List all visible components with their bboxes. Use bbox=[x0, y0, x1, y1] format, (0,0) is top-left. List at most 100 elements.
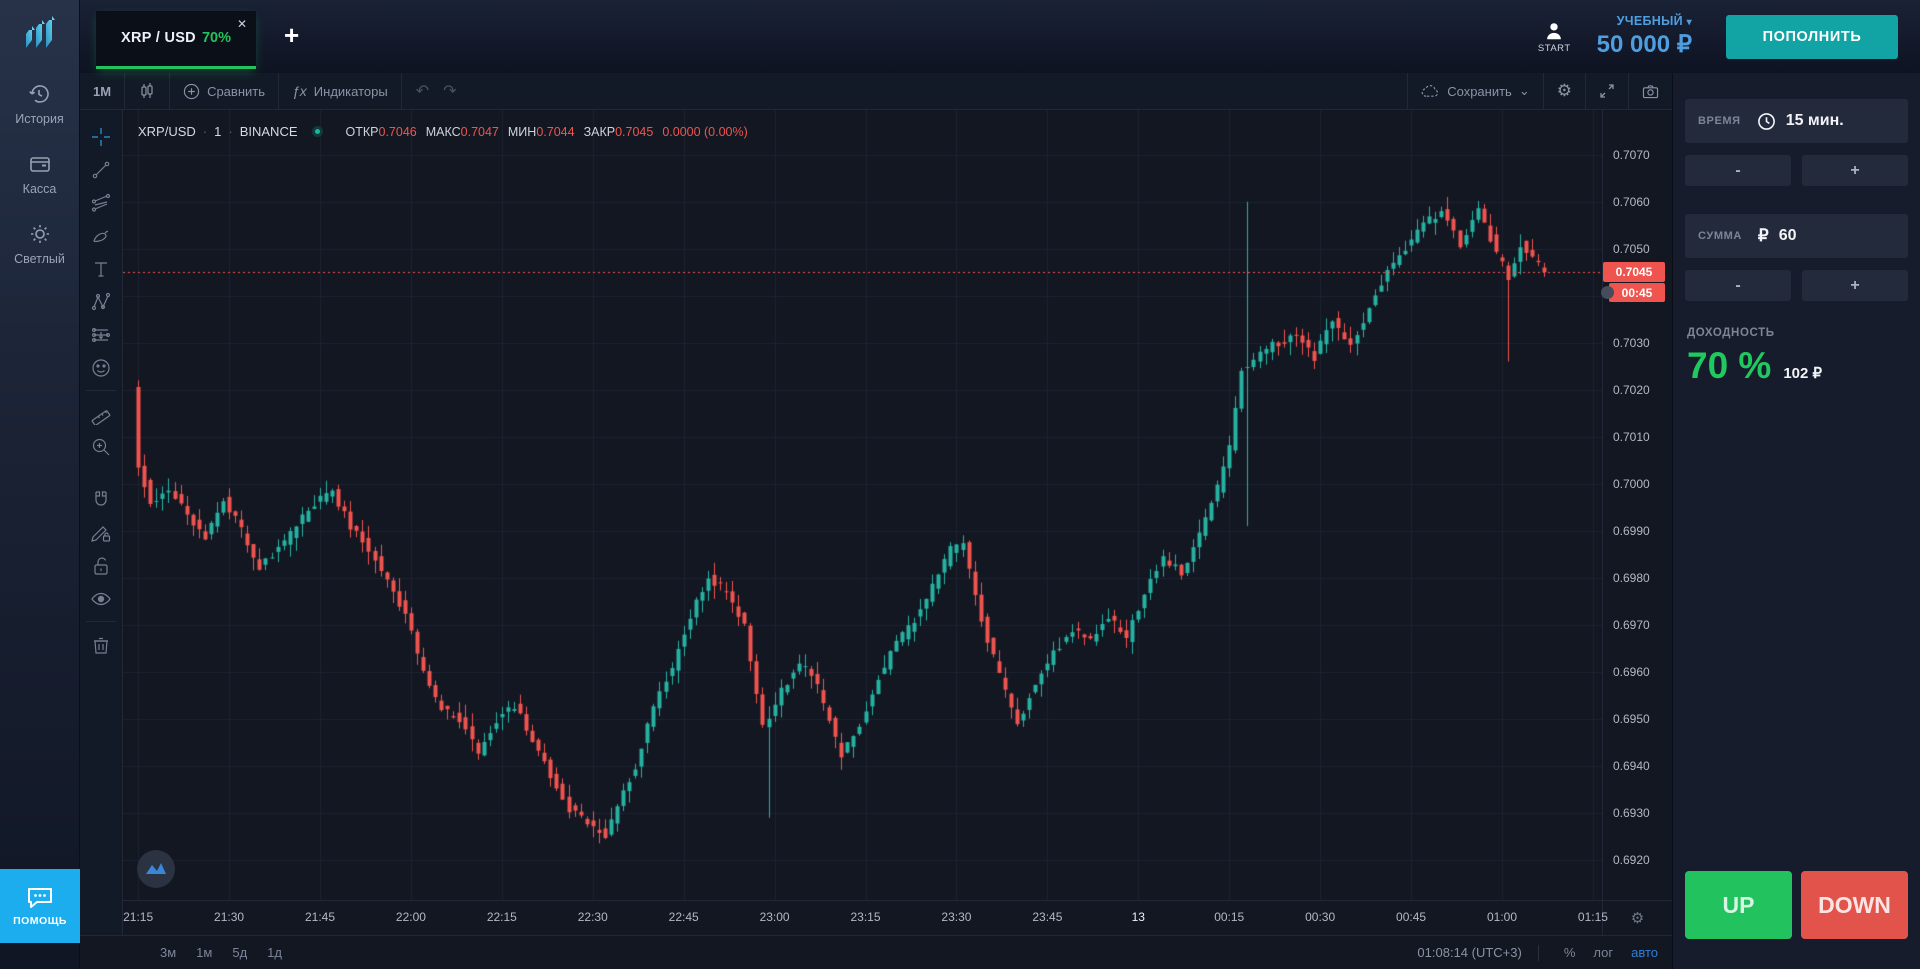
low-label: МИН bbox=[507, 124, 537, 139]
measure-tool[interactable] bbox=[86, 397, 116, 430]
indicators-button[interactable]: ƒx Индикаторы bbox=[279, 73, 402, 109]
save-layout-button[interactable]: Сохранить ⌄ bbox=[1407, 73, 1543, 109]
history-icon bbox=[29, 85, 50, 103]
amount-selector[interactable]: СУММА ₽ 60 bbox=[1685, 214, 1908, 258]
crosshair-tool[interactable] bbox=[86, 120, 116, 153]
undo-icon[interactable]: ↶ bbox=[415, 83, 430, 100]
percent-scale-toggle[interactable]: % bbox=[1563, 945, 1576, 960]
payout-label: ДОХОДНОСТЬ bbox=[1687, 327, 1775, 339]
start-button-label: START bbox=[1537, 42, 1571, 54]
main-column: XRP / USD 70% ✕ + START УЧЕБНЫЙ ▾ 50 000… bbox=[80, 0, 1920, 969]
deposit-button[interactable]: ПОПОЛНИТЬ bbox=[1726, 14, 1898, 59]
drawing-mode-lock-tool[interactable] bbox=[86, 516, 116, 549]
chevron-down-icon: ⌄ bbox=[1518, 83, 1530, 98]
topbar: XRP / USD 70% ✕ + START УЧЕБНЫЙ ▾ 50 000… bbox=[80, 0, 1920, 73]
start-button[interactable]: START bbox=[1538, 20, 1571, 54]
sidebar-item-theme[interactable]: Светлый bbox=[14, 222, 65, 266]
chart-settings-button[interactable]: ⚙ bbox=[1542, 73, 1585, 109]
price-axis-label: 0.6920 bbox=[1613, 853, 1650, 868]
redo-icon[interactable]: ↷ bbox=[443, 83, 457, 100]
down-button[interactable]: DOWN bbox=[1801, 871, 1908, 939]
remove-drawings-tool[interactable] bbox=[86, 628, 116, 661]
ruble-icon: ₽ bbox=[1757, 226, 1769, 245]
range-5d[interactable]: 5д bbox=[232, 945, 248, 960]
time-increase-button[interactable]: + bbox=[1802, 155, 1908, 186]
time-axis-label: 22:00 bbox=[395, 910, 426, 924]
server-clock[interactable]: 01:08:14 (UTC+3) bbox=[1417, 945, 1522, 960]
plus-circle-icon bbox=[183, 83, 200, 99]
axis-settings-gear-icon[interactable]: ⚙ bbox=[1630, 910, 1645, 927]
interval-selector[interactable]: 1М bbox=[80, 73, 126, 109]
log-scale-toggle[interactable]: лог bbox=[1593, 945, 1614, 960]
sidebar: История Касса Светлый ПОМОЩЬ bbox=[0, 0, 80, 969]
time-axis-label: 13 bbox=[1131, 910, 1145, 924]
amount-increase-button[interactable]: + bbox=[1802, 270, 1908, 301]
price-axis-label: 0.7070 bbox=[1613, 147, 1650, 162]
exchange-watermark-icon[interactable] bbox=[137, 850, 175, 888]
brand-logo-icon[interactable] bbox=[17, 10, 63, 56]
time-axis-label: 23:45 bbox=[1032, 910, 1063, 924]
time-axis-label: 00:30 bbox=[1305, 910, 1336, 924]
time-axis-label: 22:30 bbox=[577, 910, 608, 924]
time-axis-label: 00:15 bbox=[1214, 910, 1245, 924]
time-axis[interactable]: 21:15 21:30 21:45 22:00 22:15 22:30 22:45 23:00… bbox=[123, 900, 1608, 935]
price-axis-label: 0.7010 bbox=[1613, 429, 1650, 444]
price-axis[interactable]: 0.7045 00:45 0.70700.70600.70500.70400.7… bbox=[1601, 110, 1672, 900]
range-1m[interactable]: 1м bbox=[196, 945, 213, 960]
chat-icon bbox=[28, 888, 52, 908]
emoji-tool[interactable] bbox=[86, 351, 116, 384]
text-tool[interactable] bbox=[86, 252, 116, 285]
topbar-right: START УЧЕБНЫЙ ▾ 50 000 ₽ ПОПОЛНИТЬ bbox=[1538, 0, 1920, 73]
bottom-bar-right: 01:08:14 (UTC+3) % лог авто bbox=[1417, 944, 1658, 961]
asset-tab-payout: 70% bbox=[201, 30, 231, 46]
price-axis-label: 0.6970 bbox=[1613, 617, 1650, 632]
toolbar-divider bbox=[86, 390, 116, 391]
asset-tab-xrp-usd[interactable]: XRP / USD 70% ✕ bbox=[96, 10, 256, 69]
interval-label: 1М bbox=[93, 83, 112, 99]
fullscreen-button[interactable] bbox=[1585, 73, 1628, 109]
asset-tab-pair: XRP / USD bbox=[121, 30, 196, 46]
help-button[interactable]: ПОМОЩЬ bbox=[0, 869, 80, 943]
xabcd-pattern-tool[interactable] bbox=[86, 285, 116, 318]
low-value: 0.7044 bbox=[536, 124, 575, 139]
sidebar-item-cashier[interactable]: Касса bbox=[23, 152, 56, 196]
add-tab-button[interactable]: + bbox=[284, 19, 300, 50]
trend-line-tool[interactable] bbox=[86, 153, 116, 186]
up-button[interactable]: UP bbox=[1685, 871, 1792, 939]
time-axis-label: 22:45 bbox=[668, 910, 699, 924]
spacer bbox=[1685, 186, 1908, 214]
time-selector[interactable]: ВРЕМЯ 15 мин. bbox=[1685, 99, 1908, 143]
legend-symbol[interactable]: XRP/USD bbox=[138, 124, 196, 139]
price-axis-label: 0.7020 bbox=[1613, 382, 1650, 397]
gear-icon: ⚙ bbox=[1556, 81, 1572, 100]
time-decrease-button[interactable]: - bbox=[1685, 155, 1791, 186]
close-tab-icon[interactable]: ✕ bbox=[236, 16, 247, 31]
compare-button[interactable]: Сравнить bbox=[170, 73, 279, 109]
time-label: ВРЕМЯ bbox=[1698, 115, 1741, 127]
last-price-tag: 0.7045 bbox=[1603, 262, 1665, 283]
auto-scale-toggle[interactable]: авто bbox=[1631, 945, 1658, 960]
clock-icon bbox=[1757, 112, 1776, 131]
brush-tool[interactable] bbox=[86, 219, 116, 252]
sidebar-item-history[interactable]: История bbox=[15, 82, 64, 126]
account-selector[interactable]: УЧЕБНЫЙ ▾ 50 000 ₽ bbox=[1597, 14, 1692, 59]
magnet-tool[interactable] bbox=[86, 483, 116, 516]
candles-style-icon bbox=[141, 83, 153, 98]
open-label: ОТКР bbox=[345, 124, 379, 139]
candlestick-chart[interactable]: XRP/USD · 1 · BINANCE ОТКР 0.7046 МАКС bbox=[123, 110, 1602, 900]
gann-fib-tool[interactable] bbox=[86, 186, 116, 219]
chart-style-selector[interactable] bbox=[125, 73, 171, 109]
dot-separator: · bbox=[202, 124, 208, 139]
forecast-tool[interactable] bbox=[86, 318, 116, 351]
screenshot-button[interactable] bbox=[1628, 73, 1672, 109]
trade-panel: ВРЕМЯ 15 мин. - + СУММА ₽ 60 bbox=[1672, 73, 1920, 969]
range-3m[interactable]: 3м bbox=[160, 945, 177, 960]
amount-stepper: - + bbox=[1685, 270, 1908, 301]
zoom-in-tool[interactable] bbox=[86, 430, 116, 463]
hide-drawings-tool[interactable] bbox=[86, 582, 116, 615]
indicators-label: Индикаторы bbox=[313, 83, 388, 99]
range-1d[interactable]: 1д bbox=[267, 945, 282, 960]
chart-canvas[interactable] bbox=[123, 110, 1602, 900]
lock-all-tool[interactable] bbox=[86, 549, 116, 582]
amount-decrease-button[interactable]: - bbox=[1685, 270, 1791, 301]
